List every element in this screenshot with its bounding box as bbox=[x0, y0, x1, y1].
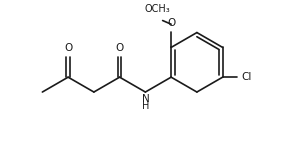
Text: O: O bbox=[167, 18, 175, 28]
Text: O: O bbox=[64, 42, 72, 52]
Text: O: O bbox=[116, 42, 124, 52]
Text: OCH₃: OCH₃ bbox=[144, 4, 170, 14]
Text: Cl: Cl bbox=[241, 72, 252, 82]
Text: N: N bbox=[142, 94, 149, 104]
Text: H: H bbox=[142, 101, 149, 111]
